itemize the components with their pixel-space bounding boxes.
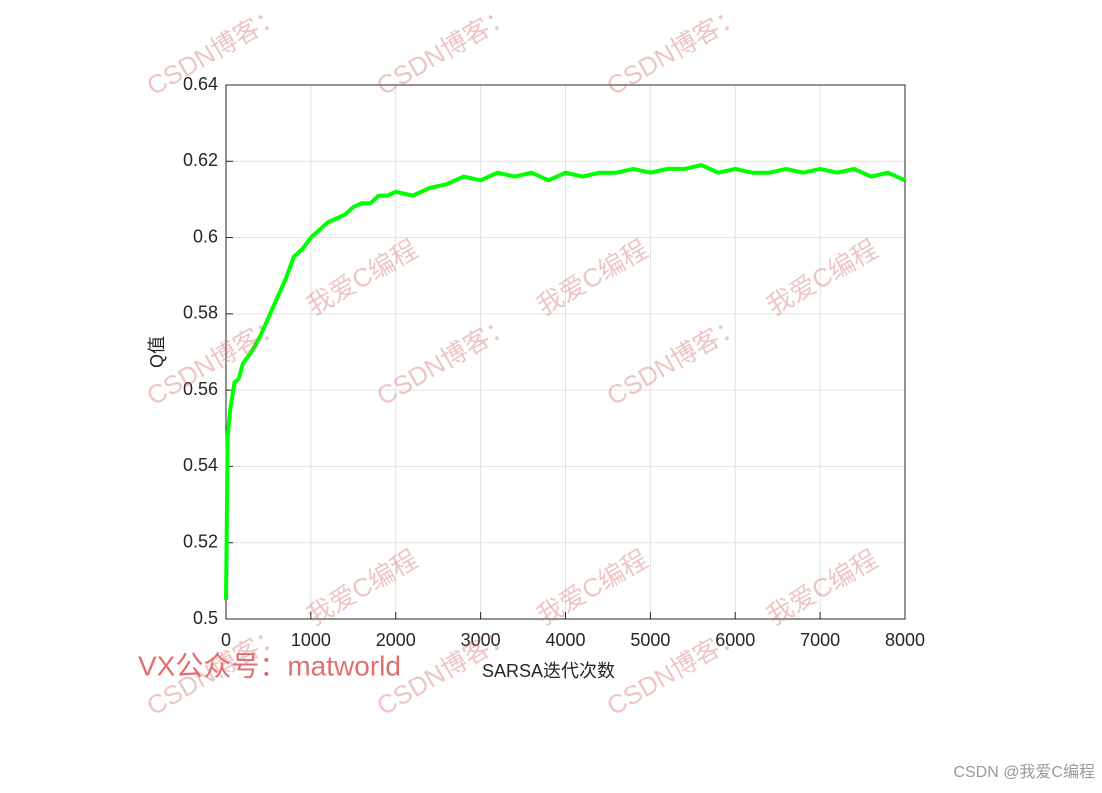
watermark: 我爱C编程 xyxy=(761,234,882,321)
watermark: CSDN博客： xyxy=(601,309,747,411)
x-tick-label: 5000 xyxy=(630,630,670,650)
watermark: CSDN博客： xyxy=(371,309,517,411)
y-tick-label: 0.56 xyxy=(183,379,218,399)
y-axis-label: Q值 xyxy=(147,336,167,368)
y-tick-label: 0.62 xyxy=(183,150,218,170)
watermark: 我爱C编程 xyxy=(301,234,422,321)
annotation: CSDN @我爱C编程 xyxy=(953,763,1095,781)
y-tick-label: 0.5 xyxy=(193,608,218,628)
watermark: CSDN博客： xyxy=(371,0,517,101)
x-tick-label: 3000 xyxy=(461,630,501,650)
x-tick-label: 2000 xyxy=(376,630,416,650)
watermark: 我爱C编程 xyxy=(301,544,422,631)
watermark: 我爱C编程 xyxy=(761,544,882,631)
y-tick-label: 0.58 xyxy=(183,303,218,323)
annotation: VX公众号：matworld xyxy=(138,650,401,681)
watermark: CSDN博客： xyxy=(601,619,747,721)
plot-frame xyxy=(225,84,906,620)
watermark: 我爱C编程 xyxy=(531,544,652,631)
x-tick-label: 7000 xyxy=(800,630,840,650)
x-tick-label: 4000 xyxy=(545,630,585,650)
x-tick-label: 6000 xyxy=(715,630,755,650)
y-tick-label: 0.6 xyxy=(193,226,218,246)
x-tick-label: 0 xyxy=(221,630,231,650)
y-tick-label: 0.52 xyxy=(183,531,218,551)
watermark: CSDN博客： xyxy=(601,0,747,101)
y-tick-label: 0.64 xyxy=(183,74,218,94)
x-tick-label: 8000 xyxy=(885,630,925,650)
x-axis-label: SARSA迭代次数 xyxy=(482,661,615,681)
watermark: 我爱C编程 xyxy=(531,234,652,321)
y-tick-label: 0.54 xyxy=(183,455,218,475)
data-line xyxy=(224,163,906,600)
x-tick-label: 1000 xyxy=(291,630,331,650)
